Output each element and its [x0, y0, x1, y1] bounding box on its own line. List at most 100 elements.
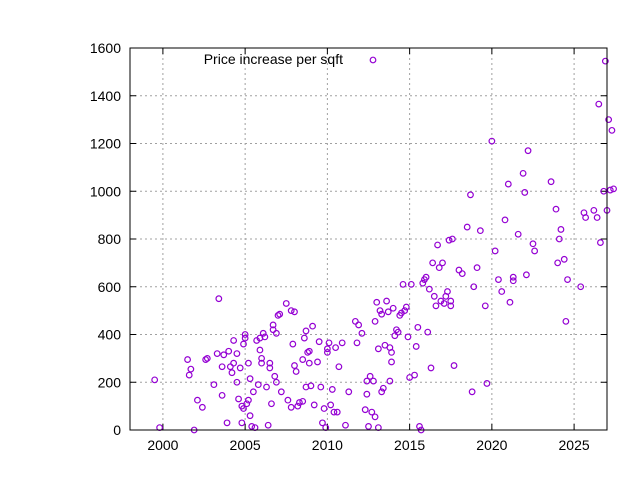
data-point: [287, 403, 295, 411]
data-point: [291, 308, 298, 316]
data-point: [215, 295, 223, 303]
y-tick-label: 400: [98, 327, 122, 343]
data-point: [228, 369, 236, 377]
data-point: [416, 423, 423, 430]
data-point: [327, 401, 335, 409]
data-point: [455, 266, 463, 274]
y-tick-label: 0: [113, 422, 121, 438]
data-point: [213, 350, 221, 358]
data-point: [458, 270, 466, 278]
data-point: [363, 377, 371, 385]
data-point: [248, 423, 256, 430]
data-point: [488, 137, 496, 145]
data-point: [610, 185, 617, 193]
data-point: [439, 259, 446, 267]
data-point: [361, 406, 369, 414]
data-point: [187, 365, 195, 373]
data-point: [463, 223, 471, 231]
data-point: [519, 169, 527, 177]
data-point: [597, 239, 604, 246]
data-point: [430, 292, 438, 300]
data-point: [473, 264, 481, 272]
data-point: [523, 271, 530, 279]
data-point: [194, 396, 201, 404]
data-point: [402, 303, 410, 311]
data-point: [424, 328, 432, 336]
data-point: [601, 57, 609, 65]
plot-frame: [129, 47, 608, 431]
data-point: [554, 259, 562, 267]
data-point: [309, 322, 316, 330]
data-point: [304, 349, 312, 356]
data-point: [345, 388, 353, 396]
data-point: [305, 359, 313, 367]
data-point: [435, 264, 443, 272]
data-point: [314, 358, 321, 366]
data-point: [323, 349, 331, 356]
data-point: [448, 235, 456, 243]
data-points: [151, 57, 617, 434]
data-point: [307, 382, 315, 390]
data-point: [317, 383, 325, 391]
data-point: [276, 310, 284, 318]
data-point: [315, 338, 323, 346]
data-point: [184, 356, 191, 363]
data-point: [388, 349, 395, 356]
data-point: [411, 371, 418, 379]
data-point: [404, 333, 412, 341]
data-point: [391, 332, 399, 340]
data-point: [378, 310, 386, 318]
data-point: [383, 297, 390, 305]
data-point: [491, 247, 499, 255]
data-point: [259, 329, 267, 337]
data-point: [445, 236, 453, 244]
y-tick-labels: 0 200 400 600 800 1000 1200 1400 1600: [90, 40, 121, 438]
data-point: [282, 300, 290, 307]
data-point: [198, 403, 206, 411]
x-tick-label: 2005: [230, 437, 261, 453]
data-point: [241, 334, 249, 342]
data-point: [333, 408, 341, 416]
data-point: [521, 189, 529, 196]
data-point: [238, 419, 246, 427]
x-tick-label: 2000: [147, 437, 178, 453]
data-point: [223, 419, 231, 427]
data-point: [419, 279, 427, 287]
data-point: [384, 308, 392, 316]
data-point: [243, 400, 251, 408]
data-point: [498, 288, 506, 295]
data-point: [552, 205, 560, 213]
data-point: [564, 276, 571, 283]
data-point: [274, 312, 282, 319]
data-point: [300, 334, 308, 342]
data-point: [547, 178, 555, 186]
data-point: [185, 371, 193, 379]
data-point: [263, 383, 270, 391]
data-point: [236, 364, 244, 372]
data-point: [246, 412, 254, 420]
data-point: [394, 328, 402, 336]
data-point: [562, 317, 570, 325]
data-point: [531, 247, 539, 255]
data-point: [261, 333, 269, 341]
data-point: [476, 227, 484, 235]
data-point: [292, 368, 300, 375]
data-point: [429, 259, 437, 267]
data-point: [504, 180, 512, 188]
y-tick-label: 600: [98, 279, 122, 295]
data-point: [245, 359, 252, 367]
data-point: [524, 147, 532, 155]
y-tick-label: 800: [98, 231, 122, 247]
data-point: [509, 273, 517, 281]
data-point: [245, 396, 252, 404]
data-point: [514, 230, 522, 238]
legend-label: Price increase per sqft: [204, 51, 343, 67]
legend-marker: [369, 56, 377, 64]
data-point: [434, 241, 441, 249]
y-tick-label: 1000: [90, 183, 121, 199]
data-point: [358, 329, 366, 337]
data-point: [235, 395, 242, 403]
data-point: [210, 381, 218, 389]
data-point: [483, 380, 491, 387]
